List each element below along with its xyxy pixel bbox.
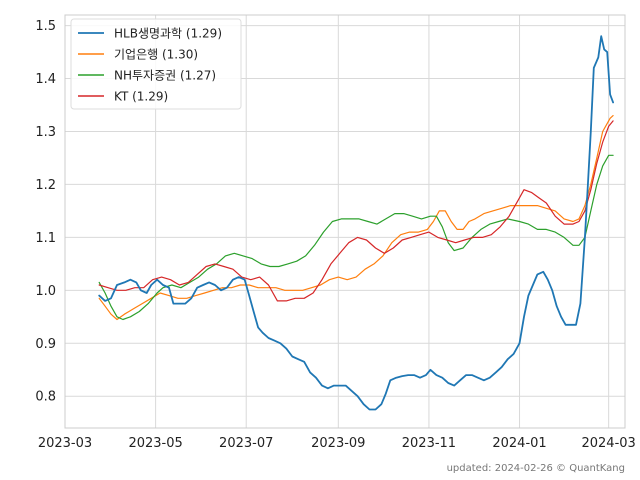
series-line-2 xyxy=(98,115,614,321)
legend-label: 기업은행 (1.30) xyxy=(114,47,198,62)
grid-lines xyxy=(64,15,625,428)
series-line-1 xyxy=(98,35,614,411)
x-tick-label: 2023-11 xyxy=(402,436,456,451)
legend-label: HLB생명과학 (1.29) xyxy=(114,27,222,41)
x-tick-label: 2024-01 xyxy=(492,436,546,451)
y-tick-label: 1.4 xyxy=(35,72,56,87)
x-tick-label: 2023-05 xyxy=(128,436,182,451)
y-tick-label: 1.3 xyxy=(35,125,56,140)
legend-label: NH투자증권 (1.27) xyxy=(114,69,216,83)
series-line-3 xyxy=(98,154,614,321)
y-tick-label: 0.8 xyxy=(35,390,56,405)
y-tick-label: 0.9 xyxy=(35,337,56,352)
legend-box xyxy=(70,18,242,110)
x-axis-ticks: 2023-03 2023-05 2023-07 2023-09 2023-11 2024-… xyxy=(38,436,636,451)
series-layer xyxy=(98,35,614,411)
x-tick-label: 2023-03 xyxy=(38,436,92,451)
y-tick-label: 1.5 xyxy=(35,19,56,34)
footer-updated-text: updated: 2024-02-26 © QuantKang xyxy=(447,463,625,474)
y-tick-label: 1.0 xyxy=(35,284,56,299)
y-tick-label: 1.2 xyxy=(35,178,56,193)
plot-frame xyxy=(64,14,626,429)
series-line-4 xyxy=(98,120,614,302)
legend-label: KT (1.29) xyxy=(114,90,168,104)
legend: HLB생명과학 (1.29) 기업은행 (1.30) NH투자증권 (1.27) KT… xyxy=(70,18,242,110)
y-axis-ticks: 0.8 0.9 1.0 1.1 1.2 1.3 1.4 1.5 xyxy=(35,19,56,405)
x-tick-label: 2023-09 xyxy=(311,436,365,451)
x-tick-label: 2023-07 xyxy=(219,436,273,451)
x-tick-label: 2024-03 xyxy=(581,436,635,451)
y-tick-label: 1.1 xyxy=(35,231,56,246)
